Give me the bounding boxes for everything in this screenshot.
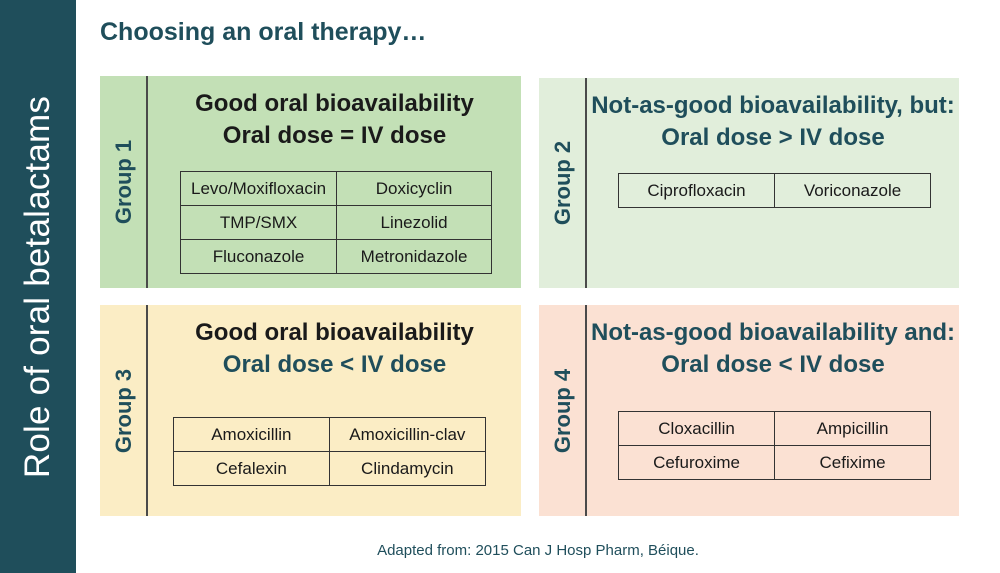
table-row: Levo/Moxifloxacin Doxicyclin	[179, 171, 492, 206]
group-heading: Good oral bioavailability Oral dose = IV…	[148, 88, 521, 152]
group-heading: Good oral bioavailability Oral dose < IV…	[148, 317, 521, 381]
sidebar-title: Role of oral betalactams	[18, 95, 57, 479]
group-heading: Not-as-good bioavailability, but: Oral d…	[587, 90, 959, 154]
table-row: Amoxicillin Amoxicillin-clav	[173, 417, 487, 452]
drug-cell: Cefuroxime	[617, 445, 776, 480]
table-row: TMP/SMX Linezolid	[179, 205, 492, 240]
group-label: Group 2	[550, 140, 575, 226]
group-4-panel: Group 4 Not-as-good bioavailability and:…	[539, 305, 959, 516]
drug-table: Levo/Moxifloxacin Doxicyclin TMP/SMX Lin…	[179, 171, 492, 274]
heading-line-2: Oral dose = IV dose	[222, 122, 447, 149]
heading-line-1: Not-as-good bioavailability and:	[590, 319, 956, 346]
drug-cell: Linezolid	[336, 205, 492, 240]
drug-cell: Fluconazole	[179, 239, 338, 274]
table-row: Cloxacillin Ampicillin	[617, 411, 931, 446]
heading-line-1: Good oral bioavailability	[195, 319, 474, 346]
divider	[146, 76, 148, 288]
drug-cell: Ampicillin	[774, 411, 931, 446]
table-row: Cefalexin Clindamycin	[173, 451, 487, 486]
table-row: Fluconazole Metronidazole	[179, 239, 492, 274]
drug-cell: Cefalexin	[173, 451, 330, 486]
group-2-panel: Group 2 Not-as-good bioavailability, but…	[539, 78, 959, 288]
drug-table: Ciprofloxacin Voriconazole	[618, 173, 931, 208]
sidebar: Role of oral betalactams	[0, 0, 76, 573]
page-title: Choosing an oral therapy…	[100, 18, 427, 46]
drug-cell: Metronidazole	[336, 239, 492, 274]
drug-cell: Cefixime	[774, 445, 931, 480]
group-heading: Not-as-good bioavailability and: Oral do…	[587, 317, 959, 381]
table-row: Cefuroxime Cefixime	[617, 445, 931, 480]
drug-cell: Doxicyclin	[336, 171, 492, 206]
group-label: Group 4	[550, 368, 575, 453]
drug-cell: Voriconazole	[774, 173, 931, 208]
drug-cell: Amoxicillin-clav	[328, 417, 487, 452]
source-citation: Adapted from: 2015 Can J Hosp Pharm, Béi…	[377, 542, 699, 559]
group-label: Group 1	[111, 139, 136, 225]
drug-cell: Cloxacillin	[617, 411, 776, 446]
heading-line-2: Oral dose < IV dose	[661, 351, 885, 378]
group-1-panel: Group 1 Good oral bioavailability Oral d…	[100, 76, 521, 288]
heading-line-2: Oral dose > IV dose	[661, 124, 885, 151]
table-row: Ciprofloxacin Voriconazole	[618, 173, 931, 208]
drug-cell: Amoxicillin	[173, 417, 330, 452]
drug-table: Cloxacillin Ampicillin Cefuroxime Cefixi…	[617, 411, 931, 480]
drug-table: Amoxicillin Amoxicillin-clav Cefalexin C…	[173, 417, 487, 486]
heading-line-2: Oral dose < IV dose	[222, 351, 447, 378]
drug-cell: TMP/SMX	[179, 205, 338, 240]
drug-cell: Ciprofloxacin	[618, 173, 775, 208]
heading-line-1: Good oral bioavailability	[195, 90, 474, 117]
drug-cell: Clindamycin	[328, 451, 487, 486]
group-3-panel: Group 3 Good oral bioavailability Oral d…	[100, 305, 521, 516]
divider	[585, 78, 587, 288]
heading-line-1: Not-as-good bioavailability, but:	[591, 92, 955, 119]
group-label: Group 3	[111, 368, 136, 453]
drug-cell: Levo/Moxifloxacin	[179, 171, 338, 206]
divider	[585, 305, 587, 516]
divider	[146, 305, 148, 516]
